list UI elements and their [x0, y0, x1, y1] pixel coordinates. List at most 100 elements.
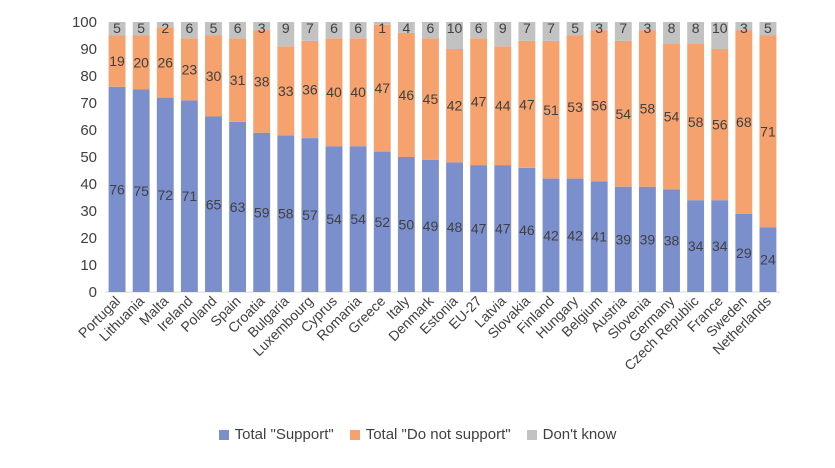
y-tick-label: 0 [89, 284, 97, 301]
bar-segment [253, 22, 271, 31]
data-label: 47 [471, 94, 487, 110]
data-label: 42 [567, 227, 583, 243]
bar-segment [180, 22, 198, 39]
data-label: 7 [547, 20, 555, 36]
data-label: 53 [567, 99, 583, 115]
data-label: 68 [736, 114, 752, 130]
data-label: 3 [595, 20, 603, 36]
data-label: 57 [302, 207, 318, 223]
bar-segment [156, 22, 174, 28]
data-label: 56 [712, 117, 728, 133]
data-label: 5 [137, 20, 145, 36]
bar-segment [349, 38, 367, 147]
data-label: 54 [616, 106, 632, 122]
y-tick-label: 20 [80, 230, 97, 247]
y-tick-label: 90 [80, 41, 97, 58]
data-label: 58 [640, 100, 656, 116]
data-label: 7 [619, 20, 627, 36]
data-label: 30 [206, 68, 222, 84]
data-label: 6 [234, 20, 242, 36]
data-label: 20 [133, 55, 149, 71]
y-tick-label: 10 [80, 257, 97, 274]
bar-segment [590, 30, 608, 182]
bar-segment [277, 135, 295, 292]
data-label: 26 [157, 55, 173, 71]
bar-segment [735, 30, 753, 214]
data-label: 47 [471, 221, 487, 237]
data-label: 34 [688, 238, 704, 254]
data-label: 47 [519, 96, 535, 112]
y-tick-label: 80 [80, 68, 97, 85]
data-label: 65 [206, 196, 222, 212]
bar-segment [614, 40, 632, 187]
bar-segment [711, 200, 729, 292]
bar-segment [614, 22, 632, 41]
data-label: 58 [278, 206, 294, 222]
data-label: 42 [447, 98, 463, 114]
bar-segment [687, 43, 705, 201]
data-label: 3 [258, 20, 266, 36]
bar-segment [325, 146, 343, 292]
stacked-bar-chart: 010203040506070809010076195Portugal75205… [72, 14, 780, 373]
bar-segment [759, 22, 777, 36]
bar-segment [156, 27, 174, 98]
bar-segment [446, 162, 463, 292]
data-label: 36 [302, 82, 318, 98]
bar-segment [229, 22, 247, 39]
legend-swatch-support [218, 429, 229, 440]
y-tick-label: 40 [80, 176, 97, 193]
data-label: 10 [712, 20, 728, 36]
data-label: 38 [254, 73, 270, 89]
data-label: 5 [113, 20, 121, 36]
data-label: 3 [644, 20, 652, 36]
data-label: 7 [523, 20, 531, 36]
data-label: 44 [495, 98, 511, 114]
legend-swatch-dont-know [526, 429, 537, 440]
legend: Total "Support" Total "Do not support" D… [0, 426, 835, 443]
bar-segment [470, 165, 488, 292]
bar-segment [494, 22, 512, 47]
bar-segment [566, 178, 584, 292]
bar-segment [180, 38, 198, 101]
bar-segment [614, 186, 632, 292]
data-label: 6 [330, 20, 338, 36]
data-label: 47 [374, 80, 390, 96]
bar-segment [108, 35, 126, 87]
bar-segment [663, 22, 680, 44]
data-label: 56 [591, 98, 607, 114]
bar-segment [253, 30, 271, 133]
data-label: 41 [591, 229, 607, 245]
bar-segment [590, 22, 608, 31]
data-label: 39 [640, 231, 656, 247]
bar-segment [397, 22, 415, 33]
bar-segment [132, 89, 150, 292]
bar-segment [663, 43, 680, 190]
bar-segment [494, 46, 512, 166]
data-label: 71 [760, 123, 776, 139]
data-label: 4 [402, 20, 410, 36]
data-label: 40 [326, 84, 342, 100]
data-label: 46 [519, 222, 535, 238]
bar-segment [422, 159, 439, 292]
data-label: 51 [543, 102, 559, 118]
bar-segment [373, 24, 391, 152]
bar-segment [735, 22, 753, 31]
bar-segment [156, 97, 174, 292]
y-tick-label: 50 [80, 149, 97, 166]
data-label: 76 [109, 181, 125, 197]
data-label: 72 [157, 187, 173, 203]
data-label: 7 [306, 20, 314, 36]
bar-segment [663, 189, 680, 292]
data-label: 9 [282, 20, 290, 36]
data-label: 8 [692, 20, 700, 36]
bar-segment [446, 22, 463, 49]
bar-segment [277, 22, 295, 47]
bar-segment [711, 22, 729, 49]
data-label: 6 [427, 20, 435, 36]
bar-segment [205, 22, 222, 36]
data-label: 19 [109, 53, 125, 69]
bar-segment [542, 22, 560, 41]
bar-segment [397, 32, 415, 157]
bar-segment [494, 165, 512, 292]
data-label: 9 [499, 20, 507, 36]
